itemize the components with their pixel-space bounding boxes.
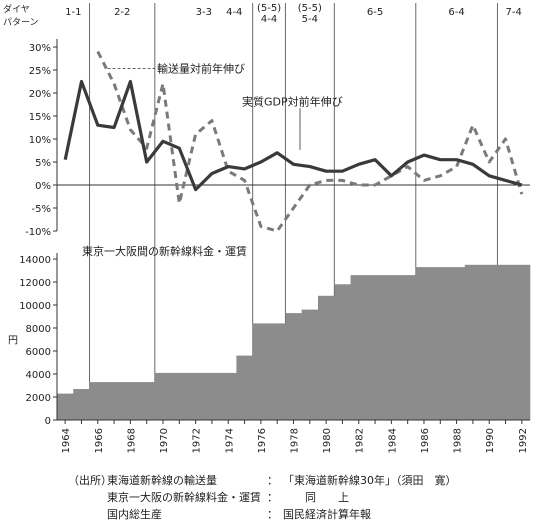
source-name: 東海道新幹線の輸送量 [107, 474, 217, 487]
x-tick-label: 1976 [257, 428, 268, 453]
source-ref: 国民経済計算年報 [283, 508, 371, 521]
x-tick-label: 1984 [387, 428, 398, 453]
fare-bar [318, 295, 335, 420]
fare-bar [122, 382, 139, 420]
source-lead: （出所） [68, 474, 112, 487]
period-label: 6-4 [448, 7, 464, 18]
fare-bar [89, 382, 107, 420]
x-tick-label: 1968 [126, 428, 137, 453]
fare-annotation: 東京一大阪間の新幹線料金・運賃 [82, 244, 247, 258]
period-label: 2-2 [114, 7, 130, 18]
fare-bar [236, 355, 253, 420]
transport-annotation: 輸送量対前年伸び [157, 62, 245, 76]
x-tick-label: 1986 [420, 428, 431, 453]
fare-bar [301, 309, 319, 420]
period-label: 5-4 [302, 14, 318, 25]
header-label: パターン [3, 17, 39, 28]
y-tick-label: 5% [35, 158, 51, 169]
period-label: (5-5) [298, 3, 322, 14]
y-tick-label: 2000 [26, 393, 51, 404]
fare-bar [154, 372, 172, 420]
x-tick-label: 1970 [159, 428, 170, 453]
y-tick-label: 10% [29, 135, 51, 146]
fare-bar [399, 275, 417, 420]
fare-bar [285, 313, 302, 420]
x-tick-label: 1978 [290, 428, 301, 453]
source-row: 東京一大阪の新幹線料金・運賃 ： 同 上 [107, 489, 537, 505]
period-label: 4-4 [226, 7, 242, 18]
y-tick-label: 14000 [19, 255, 51, 266]
source-colon: ： [267, 491, 278, 504]
x-tick-label: 1974 [224, 428, 235, 453]
y-tick-label: 12000 [19, 278, 51, 289]
fare-bar [73, 389, 90, 420]
y-tick-label: -10% [25, 227, 51, 238]
source-row: 東海道新幹線の輸送量 ： 「東海道新幹線30年」（須田 寛） [107, 472, 537, 488]
fare-bar [432, 267, 449, 420]
source-name: 東京一大阪の新幹線料金・運賃 [107, 491, 261, 504]
period-label: 7-4 [506, 7, 522, 18]
fare-bar [187, 372, 205, 420]
fare-bar [252, 323, 270, 420]
y-tick-label: 4000 [26, 370, 51, 381]
fare-bar [497, 264, 514, 421]
fare-bar [481, 264, 498, 421]
fare-bar [464, 264, 482, 421]
fare-bar [334, 284, 351, 420]
y-tick-label: 0 [45, 416, 51, 427]
y-tick-label: 6000 [26, 347, 51, 358]
x-tick-label: 1964 [61, 428, 72, 453]
gdp-growth-line [63, 79, 523, 192]
fare-bar [448, 267, 465, 420]
transport-growth-line [96, 50, 524, 233]
y-tick-label: 30% [29, 43, 51, 54]
source-ref: 「東海道新幹線30年」（須田 寛） [283, 474, 457, 487]
source-row: 国内総生産 ： 国民経済計算年報 [107, 506, 537, 522]
y-tick-label: 20% [29, 89, 51, 100]
fare-bar [203, 372, 221, 420]
y-tick-label: 10000 [19, 301, 51, 312]
fare-bar [138, 382, 156, 420]
source-name: 国内総生産 [107, 508, 162, 521]
source-colon: ： [267, 508, 278, 521]
y-tick-label: -5% [32, 204, 51, 215]
y-tick-label: 0% [35, 181, 51, 192]
fare-bar [513, 264, 531, 421]
y-tick-label: 8000 [26, 324, 51, 335]
fare-bar [366, 275, 384, 420]
fare-bar [105, 382, 123, 420]
source-notes: （出所） 東海道新幹線の輸送量 ： 「東海道新幹線30年」（須田 寛） 東京一大… [0, 470, 543, 525]
period-label: 3-3 [196, 7, 212, 18]
x-tick-label: 1988 [453, 428, 464, 453]
period-label: 6-5 [367, 7, 383, 18]
gdp-annotation: 実質GDP対前年伸び [242, 94, 343, 108]
fare-bar [220, 372, 237, 420]
x-tick-label: 1972 [192, 428, 203, 453]
x-tick-label: 1980 [322, 428, 333, 453]
x-tick-label: 1990 [485, 428, 496, 453]
header-label: ダイヤ [3, 3, 30, 15]
fare-bar [415, 267, 433, 420]
y-axis-label: 円 [8, 336, 18, 347]
x-tick-label: 1966 [94, 428, 105, 453]
x-tick-label: 1982 [355, 428, 366, 453]
fare-bar [350, 275, 368, 420]
fare-bar [57, 393, 74, 420]
source-colon: ： [267, 474, 278, 487]
period-label: 1-1 [65, 7, 81, 18]
source-ref: 同 上 [283, 491, 349, 504]
y-tick-label: 15% [29, 112, 51, 123]
y-tick-label: 25% [29, 66, 51, 77]
period-label: (5-5) [257, 3, 281, 14]
x-tick-label: 1992 [518, 428, 529, 453]
fare-bar [269, 323, 286, 420]
period-label: 4-4 [261, 14, 277, 25]
fare-bar [383, 275, 400, 420]
fare-bar [171, 372, 188, 420]
